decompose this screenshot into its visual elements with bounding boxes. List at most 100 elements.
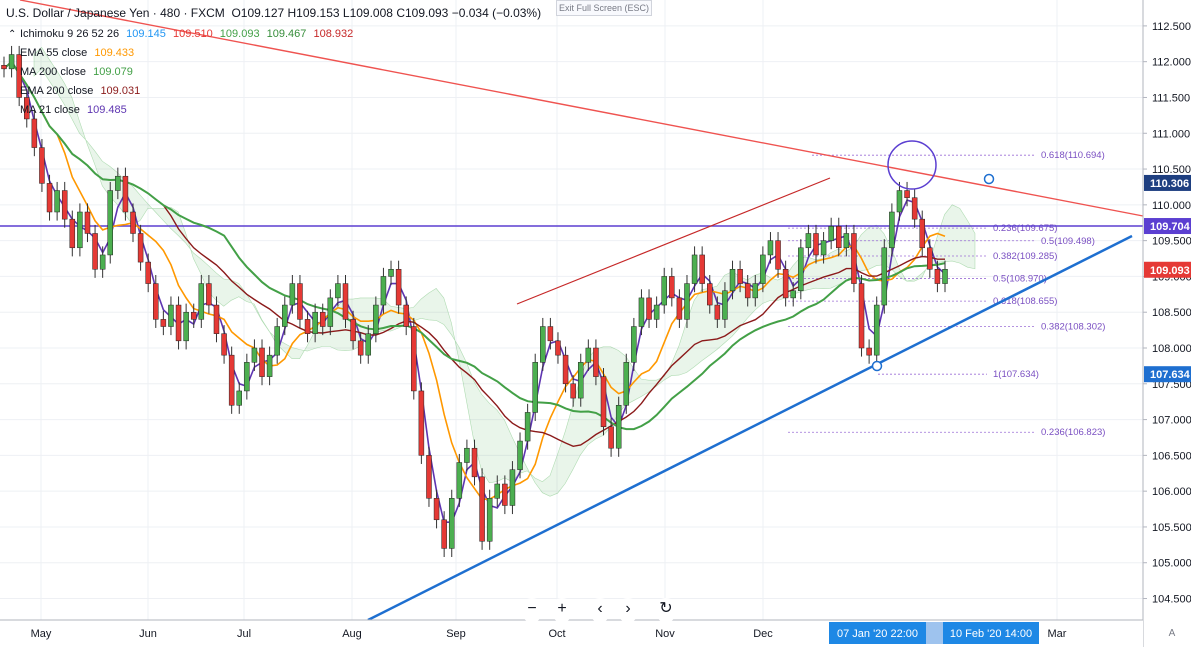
fib-level-label: 0.618(108.655) bbox=[993, 296, 1057, 307]
candle-body bbox=[183, 311, 189, 342]
time-range-highlight bbox=[926, 622, 943, 644]
candle-body bbox=[115, 175, 121, 191]
fib-level-label: 1(107.634) bbox=[993, 369, 1039, 380]
legend-ma200[interactable]: MA 200 close 109.079 bbox=[20, 66, 133, 78]
zoom-in-button[interactable]: + bbox=[550, 598, 574, 622]
candle-body bbox=[562, 354, 569, 385]
candle-body bbox=[153, 283, 159, 320]
candle-body bbox=[646, 297, 652, 320]
candle-body bbox=[911, 197, 918, 220]
auto-scale-button[interactable]: A bbox=[1168, 628, 1176, 639]
symbol-title: U.S. Dollar / Japanese Yen · 480 · FXCM bbox=[6, 6, 225, 20]
candle-body bbox=[145, 261, 151, 284]
candle-body bbox=[274, 326, 280, 356]
candle-body bbox=[373, 304, 379, 334]
candle-body bbox=[820, 240, 827, 256]
candle-body bbox=[403, 304, 409, 327]
candle-body bbox=[433, 498, 440, 521]
candle-body bbox=[221, 333, 227, 356]
candle-body bbox=[16, 54, 22, 98]
candle-body bbox=[608, 426, 614, 449]
candle-body bbox=[600, 376, 607, 427]
channel-top-line[interactable] bbox=[516, 177, 831, 305]
y-tick-label: 105.500 bbox=[1152, 522, 1191, 534]
candle-body bbox=[577, 362, 584, 399]
price-labels: 110.306 109.704 109.093 107.634 bbox=[1144, 174, 1191, 383]
time-badge-label: 07 Jan '20 22:00 bbox=[837, 628, 918, 640]
candle-body bbox=[388, 269, 394, 277]
ma200-line bbox=[3, 60, 946, 431]
candle-body bbox=[653, 304, 660, 320]
downtrend-line[interactable] bbox=[19, 0, 1144, 217]
candle-body bbox=[441, 519, 447, 549]
exit-fullscreen-button[interactable]: Exit Full Screen (ESC) bbox=[556, 0, 652, 16]
candle-body bbox=[585, 347, 592, 363]
x-tick-label: Jul bbox=[237, 628, 251, 640]
candle-body bbox=[509, 469, 516, 506]
y-axis[interactable]: 104.500 105.000 105.500 106.000 106.500 107.0… bbox=[1142, 0, 1191, 647]
x-tick-label: Sep bbox=[446, 628, 466, 640]
candle-body bbox=[236, 390, 242, 406]
legend-ichimoku[interactable]: ⌃ Ichimoku 9 26 52 26 109.145 109.510 109… bbox=[8, 25, 353, 44]
candle-body bbox=[206, 283, 212, 306]
candle-body bbox=[760, 254, 766, 284]
candle-body bbox=[61, 190, 68, 220]
legend-ma21[interactable]: MA 21 close 109.485 bbox=[20, 104, 127, 116]
ohlc-open: O109.127 bbox=[231, 6, 285, 20]
candle-body bbox=[251, 347, 258, 363]
zoom-out-button[interactable]: − bbox=[520, 598, 544, 622]
candle-body bbox=[873, 304, 880, 356]
legend-ema55[interactable]: EMA 55 close 109.433 bbox=[20, 47, 135, 59]
highlight-ellipse[interactable] bbox=[887, 140, 937, 190]
candle-body bbox=[312, 311, 318, 334]
candle-body bbox=[570, 383, 576, 399]
time-badge-label: 10 Feb '20 14:00 bbox=[950, 628, 1032, 640]
y-tick-label: 112.000 bbox=[1152, 57, 1191, 69]
candle-body bbox=[8, 54, 15, 70]
x-tick-label: Oct bbox=[548, 628, 565, 640]
fib-level-label: 0.382(108.302) bbox=[1041, 321, 1105, 332]
candle-body bbox=[782, 269, 789, 299]
x-tick-label: Aug bbox=[342, 628, 362, 640]
candle-body bbox=[775, 240, 781, 270]
x-axis[interactable]: May Jun Jul Aug Sep Oct Nov Dec Mar 07 Jan '20 22… bbox=[0, 619, 1143, 647]
price-badge bbox=[1144, 218, 1191, 235]
candle-body bbox=[411, 326, 417, 392]
time-badge bbox=[829, 622, 926, 644]
ohlc-high: H109.153 bbox=[287, 6, 340, 20]
candle-body bbox=[327, 297, 334, 327]
anchor-circle-top[interactable] bbox=[983, 173, 995, 185]
candle-body bbox=[744, 283, 751, 299]
uptrend-line[interactable] bbox=[367, 234, 1133, 622]
y-tick-label: 110.500 bbox=[1152, 164, 1191, 176]
candle-body bbox=[297, 283, 303, 320]
anchor-circle-low[interactable] bbox=[871, 360, 883, 372]
candle-body bbox=[418, 390, 425, 456]
legend-ema200[interactable]: EMA 200 close 109.031 bbox=[20, 85, 141, 97]
reset-chart-button[interactable]: ↻ bbox=[654, 598, 678, 622]
candle-body bbox=[92, 233, 98, 270]
scroll-back-button[interactable]: ‹ bbox=[588, 598, 612, 622]
y-tick-label: 105.000 bbox=[1152, 558, 1191, 570]
collapse-chevron-icon[interactable]: ⌃ bbox=[8, 29, 17, 40]
candle-body bbox=[813, 233, 819, 256]
candle-body bbox=[615, 405, 622, 449]
candle-body bbox=[752, 283, 759, 299]
scroll-forward-button[interactable]: › bbox=[616, 598, 640, 622]
candle-body bbox=[684, 283, 690, 320]
candle-body bbox=[661, 276, 667, 306]
candle-body bbox=[729, 269, 736, 291]
candle-body bbox=[889, 211, 895, 249]
y-tick-label: 111.500 bbox=[1152, 92, 1190, 104]
candle-body bbox=[502, 483, 508, 506]
candle-body bbox=[31, 118, 38, 148]
candle-body bbox=[266, 354, 273, 377]
y-tick-label: 107.000 bbox=[1152, 415, 1191, 427]
x-tick-label: Jun bbox=[139, 628, 157, 640]
candle-body bbox=[198, 283, 205, 320]
y-tick-label: 108.000 bbox=[1152, 343, 1191, 355]
candle-body bbox=[380, 276, 387, 306]
candle-body bbox=[881, 247, 888, 306]
candle-body bbox=[934, 269, 941, 284]
